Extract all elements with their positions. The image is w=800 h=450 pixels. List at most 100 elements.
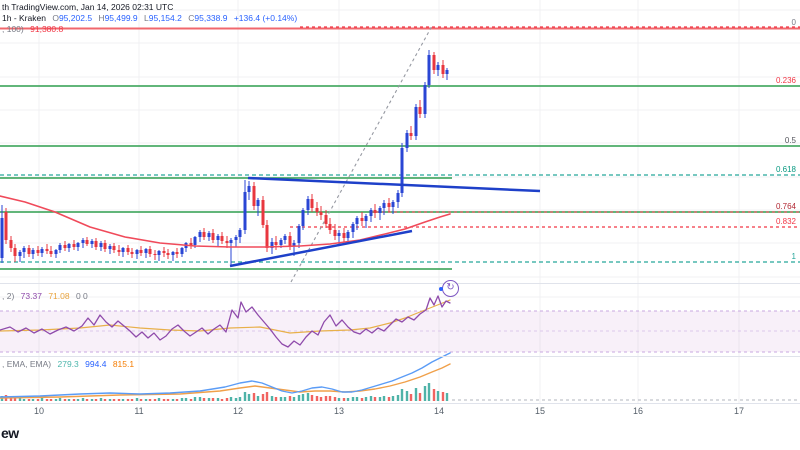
volume-bar [342,398,346,401]
candle-body [292,243,296,246]
candle-body [445,70,449,74]
volume-bar [396,395,400,401]
candle-body [180,248,184,254]
rsi-value: 73.37 [20,291,42,301]
candle-body [171,252,175,255]
volume-bar [207,398,211,401]
high-value: 95,499.9 [104,13,138,23]
open-value: 95,202.5 [58,13,93,23]
volume-bar [409,394,413,401]
volume-bar [193,397,197,401]
rsi-indicator-line[interactable]: , 2) 73.37 71.08 0 0 [2,291,88,301]
circular-arrow-icon[interactable]: ↻ [439,280,459,297]
candle-body [135,250,139,254]
volume-bar [216,398,220,401]
symbol-interval: 1h - Kraken [2,13,46,23]
close-value: 95,338.9 [194,13,228,23]
candle-body [76,243,80,247]
candle-body [126,248,130,252]
volume-bar [243,392,247,401]
volume-bar [387,397,391,401]
volume-bar [27,399,31,401]
volume-bar [85,399,89,401]
candle-body [49,251,53,254]
candle-body [72,244,76,247]
volume-bar [202,398,206,401]
volume-bar [211,398,215,401]
volume-bar [81,398,85,401]
candle-body [130,252,134,254]
volume-bar [31,399,35,401]
candle-body [27,248,31,254]
volume-bar [49,399,53,401]
volume-bar [333,397,337,401]
volume-bar [112,399,116,401]
volume-bar [126,399,130,401]
ma-indicator-value: 91,380.8 [30,24,64,34]
volume-bar [378,397,382,401]
symbol-ohlc-line[interactable]: 1h - Kraken O95,202.5 H95,499.9 L95,154.… [2,13,297,23]
branding-line: th TradingView.com, Jan 14, 2026 02:31 U… [2,2,174,12]
volume-bar [436,391,440,401]
volume-bar [67,399,71,401]
date-label: 15 [535,406,545,416]
volume-bar [63,399,67,401]
candle-body [121,248,125,252]
rsi-signal-value: 71.08 [48,291,70,301]
volume-bar [351,397,355,401]
volume-bar [297,395,301,401]
volume-bar [288,396,292,401]
volume-bar [315,396,319,401]
volume-bar [22,399,26,401]
volume-bar [229,397,233,401]
candle-body [229,240,233,243]
candle-body [252,186,256,206]
candle-body [234,237,238,240]
candle-body [40,249,44,253]
date-label: 13 [334,406,344,416]
candle-body [9,240,13,248]
candle-body [333,230,337,236]
volume-bar [355,397,359,401]
volume-bar [427,383,431,401]
volume-bar [175,399,179,401]
volume-bar [270,396,274,401]
candle-body [342,233,346,238]
candle-body [396,193,400,202]
volume-bar [9,397,13,401]
open-label: O [52,13,59,23]
date-label: 12 [233,406,243,416]
volume-indicator-line[interactable]: , EMA, EMA) 279.3 994.4 815.1 [2,359,134,369]
volume-bar [184,398,188,401]
candle-body [288,236,292,246]
volume-bar [166,399,170,401]
volume-bar [153,399,157,401]
volume-bar [324,396,328,401]
volume-bar [423,386,427,401]
volume-bar [414,388,418,401]
date-label: 14 [434,406,444,416]
volume-bar [441,392,445,401]
candle-body [391,202,395,207]
candle-body [432,55,436,70]
volume-bar [130,399,134,401]
fib-label: 0.5 [785,136,797,145]
volume-bar [234,398,238,401]
circular-arrow-glyph: ↻ [446,282,455,293]
candle-body [13,248,17,256]
date-label: 16 [633,406,643,416]
candle-body [81,240,85,243]
close-label: C [188,13,195,23]
volume-bar [45,399,49,401]
candle-body [198,232,202,237]
volume-bar [54,399,58,401]
candle-body [216,236,220,240]
volume-bar [337,398,341,401]
candle-body [189,243,193,245]
ma-indicator-line[interactable]: , 100) 91,380.8 [2,24,63,34]
ma100-line [0,195,451,248]
candle-body [220,236,224,241]
candle-body [207,233,211,237]
